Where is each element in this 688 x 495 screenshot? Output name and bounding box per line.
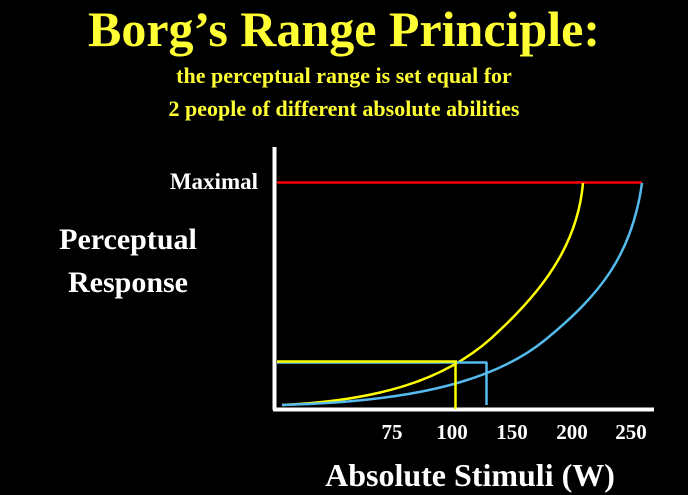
x-tick-label: 75	[382, 420, 403, 444]
x-axis-label: Absolute Stimuli (W)	[325, 457, 615, 493]
x-tick-label: 200	[556, 420, 588, 444]
y-axis-label-line-2: Response	[67, 266, 188, 299]
slide-subtitle-line-2: 2 people of different absolute abilities	[168, 96, 520, 121]
yellow-response-curve	[281, 182, 585, 407]
blue-response-curve	[281, 182, 644, 407]
y-axis-label-line-1: Perceptual	[59, 223, 197, 256]
slide-subtitle-line-1: the perceptual range is set equal for	[176, 63, 512, 88]
x-tick-label: 150	[496, 420, 528, 444]
x-tick-label: 100	[436, 420, 468, 444]
x-tick-label: 250	[615, 420, 647, 444]
maximal-label: Maximal	[169, 169, 258, 194]
slide-title: Borg’s Range Principle:	[88, 1, 600, 57]
